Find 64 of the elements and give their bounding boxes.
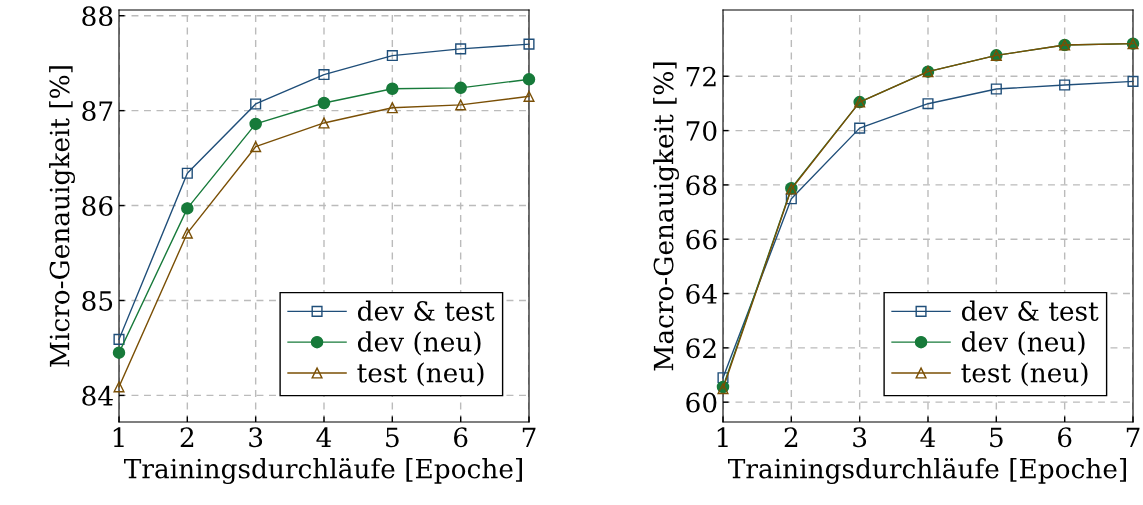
point <box>523 38 535 50</box>
point <box>454 81 467 95</box>
point <box>386 102 398 114</box>
x-axis-title: Trainingsdurchläufe [Epoche] <box>728 457 1126 485</box>
x-tick-label: 4 <box>316 427 332 447</box>
point <box>386 50 398 62</box>
y-tick-label: 72 <box>686 66 716 87</box>
point <box>181 202 194 215</box>
x-tick-label: 6 <box>1058 427 1072 448</box>
legend-label: dev (neu) <box>961 331 1085 356</box>
y-tick-label: 62 <box>686 338 716 359</box>
y-axis-title: Micro-Genauigkeit [%] <box>49 66 75 367</box>
x-axis-title: Trainingsdurchläufe [Epoche] <box>124 457 522 485</box>
point <box>785 193 797 205</box>
point <box>990 83 1002 95</box>
x-tick-label: 3 <box>249 427 263 448</box>
point <box>317 96 331 110</box>
point <box>318 68 330 81</box>
y-tick-label: 68 <box>686 175 717 196</box>
x-tick-label: 1 <box>113 427 124 447</box>
x-tick-label: 3 <box>853 427 867 448</box>
x-tick-label: 2 <box>784 427 798 447</box>
x-tick-label: 4 <box>920 427 936 447</box>
point <box>181 227 193 239</box>
x-tick-label: 2 <box>180 427 194 447</box>
y-tick-label: 60 <box>686 392 717 413</box>
point <box>717 372 729 384</box>
y-tick-label: 84 <box>82 385 113 406</box>
y-axis-title: Macro-Genauigkeit [%] <box>653 62 679 371</box>
point <box>318 117 330 129</box>
legend-label: test (neu) <box>357 362 484 387</box>
point <box>455 99 467 111</box>
y-tick-label: 85 <box>82 290 113 311</box>
point <box>112 346 126 359</box>
legend-label: test (neu) <box>961 362 1088 387</box>
x-tick-label: 7 <box>1126 427 1140 447</box>
x-tick-label: 7 <box>522 427 536 447</box>
point <box>854 122 866 134</box>
x-tick-label: 5 <box>990 427 1003 448</box>
x-tick-label: 5 <box>386 427 399 448</box>
y-tick-label: 66 <box>686 229 717 250</box>
y-tick-label: 86 <box>82 196 113 216</box>
point <box>523 90 535 102</box>
y-tick-label: 70 <box>686 121 717 141</box>
point <box>250 98 262 110</box>
point <box>249 117 262 131</box>
x-tick-label: 1 <box>717 427 728 447</box>
point <box>181 167 193 179</box>
point <box>113 381 125 393</box>
point <box>455 43 467 55</box>
point <box>1059 79 1071 91</box>
y-tick-label: 87 <box>82 101 113 122</box>
y-tick-label: 88 <box>82 6 113 27</box>
point <box>113 333 125 345</box>
legend-label: dev & test <box>961 300 1099 321</box>
y-tick-label: 64 <box>686 283 717 304</box>
point <box>1127 75 1139 87</box>
point <box>922 98 934 110</box>
legend-label: dev (neu) <box>357 331 481 356</box>
x-tick-label: 6 <box>454 427 468 448</box>
point <box>386 82 399 96</box>
point <box>250 141 262 153</box>
point <box>522 73 536 86</box>
legend-label: dev & test <box>357 300 495 321</box>
